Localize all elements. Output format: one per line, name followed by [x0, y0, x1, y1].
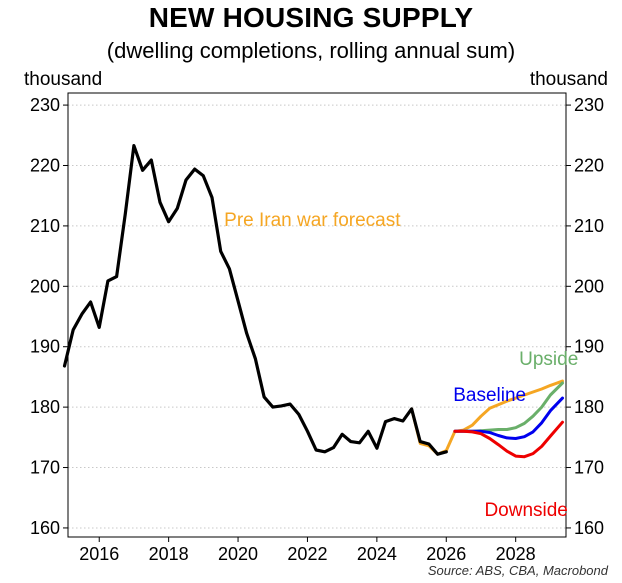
source-note: Source: ABS, CBA, Macrobond — [427, 563, 608, 578]
y-tick-label-left: 190 — [30, 337, 60, 357]
x-tick-label: 2018 — [149, 544, 189, 564]
y-axis-unit-left: thousand — [24, 69, 103, 90]
plot-frame — [67, 92, 567, 538]
x-tick-label: 2016 — [79, 544, 119, 564]
x-tick-label: 2020 — [218, 544, 258, 564]
y-tick-label-left: 200 — [30, 276, 60, 296]
x-tick-label: 2026 — [426, 544, 466, 564]
y-tick-label-right: 210 — [574, 216, 604, 236]
y-tick-label-left: 180 — [30, 397, 60, 417]
chart-subtitle: (dwelling completions, rolling annual su… — [106, 38, 516, 63]
y-tick-label-left: 160 — [30, 518, 60, 538]
y-tick-label-right: 160 — [574, 518, 604, 538]
y-tick-label-left: 230 — [30, 95, 60, 115]
annotation-label: Pre Iran war forecast — [224, 210, 401, 231]
annotation-label: Downside — [484, 500, 567, 521]
y-tick-label-right: 220 — [574, 155, 604, 175]
y-tick-label-left: 170 — [30, 458, 60, 478]
y-tick-label-right: 190 — [574, 337, 604, 357]
y-axis-unit-right: thousand — [529, 69, 608, 90]
y-tick-label-left: 220 — [30, 155, 60, 175]
y-tick-label-right: 230 — [574, 95, 604, 115]
y-tick-label-right: 180 — [574, 397, 604, 417]
annotation-label: Upside — [519, 349, 578, 370]
x-tick-label: 2024 — [357, 544, 397, 564]
y-tick-label-right: 200 — [574, 276, 604, 296]
series-line-actual — [62, 144, 448, 456]
y-tick-label-left: 210 — [30, 216, 60, 236]
chart-title: NEW HOUSING SUPPLY — [148, 2, 474, 33]
annotation-label: Baseline — [453, 385, 526, 406]
series-line-forecast — [453, 420, 564, 459]
x-tick-label: 2028 — [496, 544, 536, 564]
x-tick-label: 2022 — [287, 544, 327, 564]
y-tick-label-right: 170 — [574, 458, 604, 478]
